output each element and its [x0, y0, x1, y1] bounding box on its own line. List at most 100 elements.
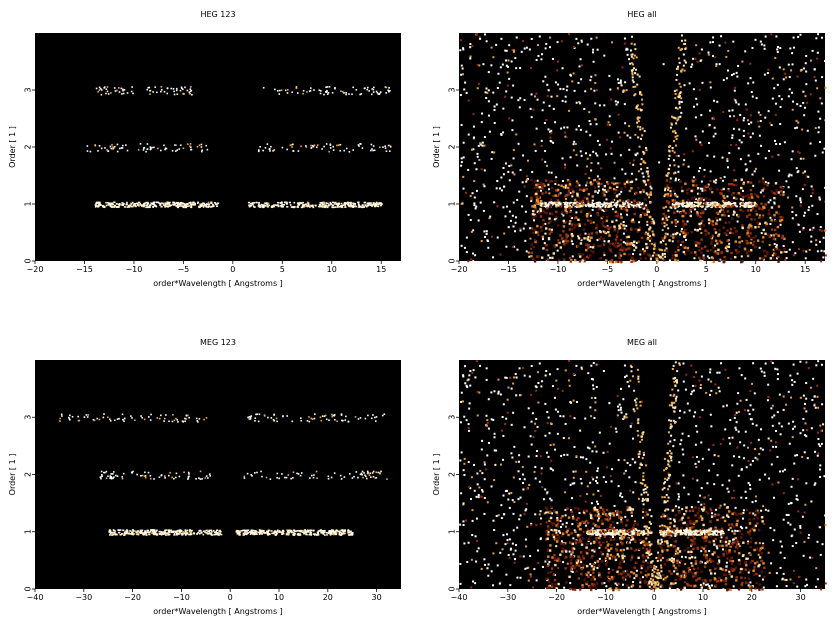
diffuse-pixel	[754, 226, 757, 229]
scatter-pixel	[534, 95, 537, 98]
band-pixel	[641, 203, 644, 205]
diffuse-pixel	[774, 247, 777, 251]
band-pixel	[152, 202, 155, 205]
band-pixel	[207, 206, 210, 208]
scatter-pixel	[503, 185, 506, 188]
band-pixel	[184, 206, 187, 209]
band-pixel	[312, 529, 315, 532]
band-pixel	[258, 205, 261, 208]
scatter-pixel	[508, 44, 511, 47]
diffuse-pixel	[585, 181, 589, 185]
y-tick-label: 3	[448, 87, 457, 92]
band-pixel	[291, 144, 293, 146]
scatter-pixel	[713, 99, 716, 102]
band-pixel	[109, 205, 112, 208]
band-pixel	[706, 203, 710, 206]
scatter-pixel	[641, 172, 644, 175]
diffuse-pixel	[754, 193, 757, 196]
band-pixel	[266, 205, 269, 207]
band-pixel	[706, 205, 709, 208]
scatter-pixel	[642, 175, 645, 178]
diffuse-pixel	[681, 199, 685, 203]
scatter-pixel	[601, 209, 604, 212]
band-pixel	[110, 477, 113, 480]
scatter-pixel	[817, 33, 820, 36]
diffuse-pixel	[774, 182, 778, 185]
diffuse-pixel	[574, 216, 577, 220]
diffuse-pixel	[663, 259, 666, 262]
band-pixel	[164, 206, 167, 208]
scatter-pixel	[626, 134, 629, 137]
diffuse-pixel	[532, 245, 535, 249]
scatter-pixel	[549, 497, 552, 500]
scatter-pixel	[460, 39, 463, 42]
band-pixel	[615, 530, 618, 532]
scatter-pixel	[775, 257, 778, 260]
scatter-pixel	[585, 130, 588, 133]
band-pixel	[314, 534, 316, 536]
scatter-pixel	[513, 49, 516, 52]
diffuse-pixel	[776, 225, 780, 229]
band-pixel	[686, 531, 689, 534]
band-pixel	[312, 206, 315, 209]
scatter-pixel	[763, 47, 766, 50]
band-pixel	[189, 92, 191, 95]
scatter-pixel	[692, 176, 695, 179]
diffuse-pixel	[646, 253, 650, 256]
diffuse-pixel	[542, 218, 545, 222]
x-tick-label: −5	[177, 265, 189, 274]
scatter-pixel	[483, 144, 486, 147]
band-pixel	[724, 205, 728, 208]
band-pixel	[298, 203, 301, 206]
scatter-pixel	[732, 115, 735, 118]
diffuse-pixel	[748, 250, 751, 253]
band-pixel	[197, 531, 200, 534]
band-pixel	[615, 206, 618, 208]
band-pixel	[257, 202, 260, 204]
diffuse-pixel	[627, 199, 630, 202]
band-pixel	[305, 146, 308, 148]
diffuse-pixel	[726, 210, 729, 213]
diffuse-pixel	[781, 234, 784, 238]
band-pixel	[683, 202, 686, 204]
band-pixel	[593, 205, 596, 208]
scatter-pixel	[819, 97, 822, 100]
diffuse-pixel	[745, 241, 748, 244]
scatter-pixel	[729, 115, 732, 118]
diffuse-pixel	[749, 209, 753, 212]
band-pixel	[189, 86, 192, 88]
band-pixel	[339, 531, 342, 534]
scatter-pixel	[472, 113, 475, 116]
band-pixel	[264, 202, 267, 204]
scatter-pixel	[728, 152, 731, 155]
scatter-pixel	[562, 214, 565, 217]
band-pixel	[380, 203, 383, 205]
scatter-pixel	[502, 173, 505, 176]
band-pixel	[627, 204, 630, 207]
wedge-pixel	[677, 65, 680, 68]
band-pixel	[748, 202, 751, 205]
diffuse-pixel	[677, 240, 680, 243]
diffuse-pixel	[745, 251, 749, 255]
diffuse-pixel	[653, 242, 657, 245]
band-pixel	[711, 533, 714, 536]
scatter-pixel	[484, 91, 487, 94]
band-pixel	[724, 204, 727, 206]
diffuse-pixel	[551, 212, 554, 216]
wedge-pixel	[678, 102, 681, 105]
diffuse-pixel	[710, 240, 714, 243]
band-pixel	[193, 204, 196, 206]
scatter-pixel	[495, 103, 498, 106]
band-pixel	[303, 205, 305, 207]
scatter-pixel	[733, 98, 736, 101]
scatter-pixel	[650, 255, 653, 258]
band-pixel	[152, 206, 154, 208]
band-pixel	[331, 415, 334, 418]
scatter-pixel	[505, 90, 508, 93]
scatter-pixel	[511, 214, 514, 217]
band-pixel	[174, 144, 176, 146]
band-pixel	[689, 533, 692, 536]
band-pixel	[163, 532, 166, 535]
scatter-pixel	[477, 219, 480, 222]
band-pixel	[189, 201, 192, 204]
